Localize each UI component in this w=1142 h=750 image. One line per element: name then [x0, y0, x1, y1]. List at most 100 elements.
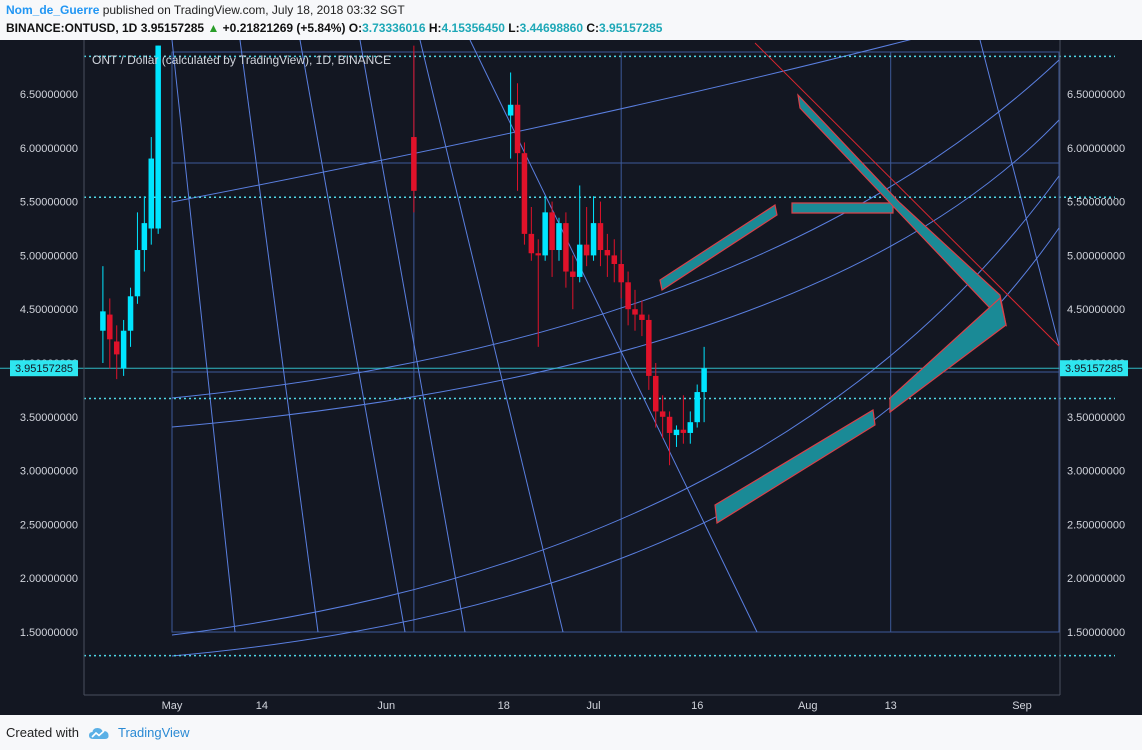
- candle[interactable]: [590, 196, 597, 261]
- candle-body: [625, 282, 631, 310]
- candle-body: [563, 223, 569, 272]
- candle-body: [411, 137, 417, 191]
- candle[interactable]: [120, 319, 127, 376]
- candle[interactable]: [113, 325, 120, 380]
- forecast-arrow-segment: [659, 204, 778, 291]
- gann-fan-line: [239, 39, 319, 633]
- candle-body: [549, 212, 555, 251]
- x-tick-label: Jul: [587, 700, 601, 712]
- candle-body: [528, 233, 535, 254]
- candle[interactable]: [141, 196, 148, 272]
- forecast-arrow-segment: [714, 409, 876, 525]
- price-tag-right-text: 3.95157285: [1065, 363, 1123, 375]
- close-label: C:: [586, 21, 600, 35]
- y-tick-label-right: 2.00000000: [1067, 573, 1125, 585]
- candle[interactable]: [155, 45, 161, 234]
- candle[interactable]: [514, 83, 521, 191]
- y-tick-label-right: 4.50000000: [1067, 304, 1125, 316]
- gann-box-frame: [171, 51, 1060, 633]
- candle[interactable]: [659, 395, 666, 439]
- chart-background: [0, 40, 1142, 715]
- published-text: published on TradingView.com, July 18, 2…: [99, 3, 405, 17]
- created-with-text: Created with: [6, 725, 79, 740]
- gann-fan-line: [171, 39, 236, 633]
- last-value: 3.95157285: [140, 21, 205, 35]
- candle[interactable]: [687, 411, 694, 444]
- chart-panel[interactable]: 6.50000000 6.50000000 6.00000000 6.00000000…: [0, 0, 1142, 715]
- candle[interactable]: [597, 201, 604, 267]
- candle-body: [659, 411, 666, 417]
- candle-body: [576, 244, 583, 277]
- candle[interactable]: [549, 201, 555, 277]
- candle[interactable]: [148, 137, 155, 245]
- candle[interactable]: [535, 239, 542, 347]
- forecast-path-layer: [659, 93, 1007, 525]
- candle[interactable]: [611, 239, 618, 283]
- candle-body: [687, 422, 694, 433]
- y-tick-label-right: 1.50000000: [1067, 627, 1125, 639]
- candle[interactable]: [680, 395, 687, 444]
- candle[interactable]: [618, 250, 624, 299]
- x-tick-label: 14: [256, 700, 268, 712]
- x-tick-label: May: [162, 700, 183, 712]
- candle-body: [652, 375, 659, 412]
- candle-body: [556, 223, 562, 251]
- y-tick-label-left: 4.50000000: [20, 304, 78, 316]
- price-tag-left: [10, 360, 78, 377]
- candle-body: [120, 330, 127, 369]
- forecast-arrow-segment: [889, 296, 1007, 414]
- tradingview-brand-link[interactable]: TradingView: [118, 725, 190, 740]
- footer: Created with TradingView: [0, 715, 1142, 750]
- candle-body: [611, 255, 618, 265]
- candle[interactable]: [625, 271, 631, 326]
- candle[interactable]: [521, 142, 528, 245]
- candle[interactable]: [576, 185, 583, 283]
- x-tick-label: Aug: [798, 700, 818, 712]
- candle[interactable]: [673, 425, 680, 447]
- y-tick-label-left: 1.50000000: [20, 627, 78, 639]
- candle[interactable]: [639, 300, 645, 337]
- candle-body: [535, 253, 542, 256]
- candlestick-chart[interactable]: 6.50000000 6.50000000 6.00000000 6.00000000…: [0, 0, 1142, 715]
- candle[interactable]: [411, 45, 417, 213]
- open-value: 3.73336016: [362, 21, 426, 35]
- candle-body: [694, 392, 700, 423]
- gann-arc: [171, 59, 1060, 399]
- candle[interactable]: [507, 72, 514, 159]
- change-value: +0.21821269 (+5.84%): [222, 21, 346, 35]
- author-link[interactable]: Nom_de_Guerre: [6, 3, 100, 17]
- candle[interactable]: [107, 298, 113, 369]
- candle-body: [639, 314, 645, 320]
- y-tick-label-left: 6.50000000: [20, 89, 78, 101]
- y-tick-label-right: 2.50000000: [1067, 519, 1125, 531]
- candle[interactable]: [100, 266, 106, 363]
- y-tick-label-left: 5.00000000: [20, 250, 78, 262]
- candle[interactable]: [134, 212, 141, 304]
- gann-fan-line: [299, 39, 406, 633]
- x-tick-label: Jun: [377, 700, 395, 712]
- candle[interactable]: [632, 289, 638, 331]
- y-tick-label-right: 6.50000000: [1067, 89, 1125, 101]
- candle[interactable]: [604, 233, 611, 277]
- candle[interactable]: [563, 212, 569, 288]
- price-tag-right: [1060, 360, 1128, 377]
- candle[interactable]: [542, 196, 548, 261]
- candle[interactable]: [570, 255, 576, 310]
- candle[interactable]: [583, 206, 590, 267]
- candle-body: [570, 271, 576, 277]
- candle[interactable]: [127, 287, 134, 347]
- gann-arc: [171, 119, 1060, 428]
- candle[interactable]: [646, 314, 652, 390]
- y-tick-label-right: 5.50000000: [1067, 197, 1125, 209]
- y-tick-label-left: 6.00000000: [20, 143, 78, 155]
- low-value: 3.44698860: [519, 21, 584, 35]
- candle[interactable]: [666, 411, 673, 466]
- candle[interactable]: [701, 346, 707, 423]
- y-tick-label-left: 3.00000000: [20, 466, 78, 478]
- candle[interactable]: [556, 217, 562, 261]
- candle[interactable]: [652, 363, 659, 428]
- candle-body: [148, 158, 155, 229]
- candle-body: [542, 212, 548, 256]
- candle[interactable]: [694, 384, 700, 428]
- candle[interactable]: [528, 206, 535, 261]
